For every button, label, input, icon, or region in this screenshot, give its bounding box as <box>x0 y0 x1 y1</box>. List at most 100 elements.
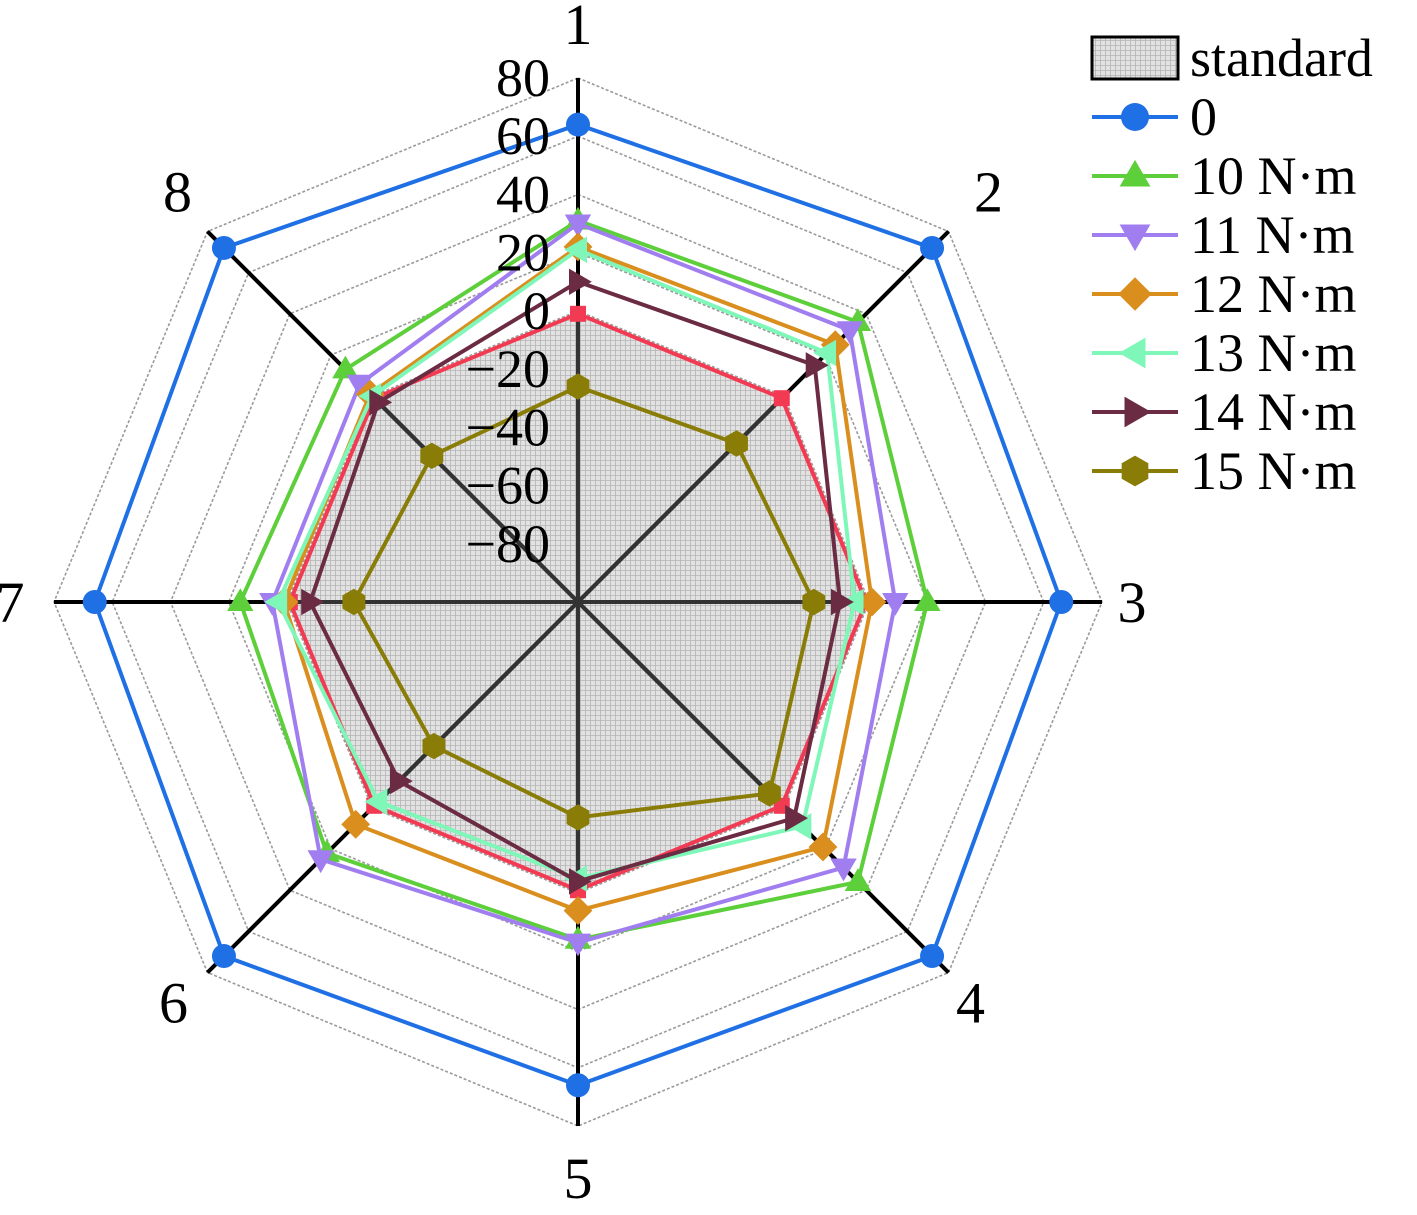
data-point <box>564 933 592 957</box>
data-point <box>569 868 592 895</box>
data-point <box>211 235 236 260</box>
legend-marker <box>1119 159 1151 187</box>
data-point <box>332 355 359 379</box>
data-point <box>82 590 107 614</box>
standard-boundary-marker <box>570 305 586 322</box>
tick-label: −60 <box>466 456 550 516</box>
data-point <box>836 321 863 345</box>
data-point <box>564 236 587 263</box>
data-point <box>785 804 808 832</box>
data-point <box>389 767 413 795</box>
legend-marker <box>1118 277 1152 311</box>
data-point <box>420 442 444 470</box>
axis-label-5: 5 <box>564 1146 593 1211</box>
legend-marker <box>1124 396 1152 428</box>
legend-label: 13 N·m <box>1190 323 1356 383</box>
legend-label: 15 N·m <box>1190 441 1356 501</box>
legend-item: 13 N·m <box>1092 323 1356 383</box>
data-point <box>788 813 812 840</box>
legend-swatch <box>1090 35 1180 81</box>
legend-label: 14 N·m <box>1190 382 1356 442</box>
tick-label: 40 <box>496 164 550 224</box>
legend-item: 15 N·m <box>1092 441 1356 501</box>
tick-label: 80 <box>496 48 550 108</box>
data-point <box>920 235 945 260</box>
legend-item: 12 N·m <box>1092 264 1356 324</box>
legend-item: standard <box>1090 28 1373 88</box>
tick-label: −40 <box>466 397 550 457</box>
data-point <box>211 944 236 969</box>
data-point <box>882 593 909 616</box>
data-point <box>566 373 590 400</box>
data-point <box>364 788 388 815</box>
axis-label-8: 8 <box>163 159 192 224</box>
legend-label: standard <box>1190 28 1373 88</box>
legend-label: 10 N·m <box>1190 146 1356 206</box>
axis-label-2: 2 <box>974 159 1003 224</box>
data-point <box>342 588 366 616</box>
legend-item: 0 <box>1092 87 1217 147</box>
data-point <box>725 430 748 457</box>
axis-labels: 1 2 3 4 5 6 7 8 <box>0 0 1147 1211</box>
legend-marker <box>1121 103 1149 131</box>
tick-label: 20 <box>496 223 550 283</box>
data-point <box>341 809 371 839</box>
data-point <box>844 868 872 891</box>
data-point <box>566 804 590 831</box>
series-7 <box>342 373 826 831</box>
spoke-inner-6 <box>372 600 580 808</box>
data-point <box>857 587 887 617</box>
data-point <box>802 588 826 616</box>
legend-item: 10 N·m <box>1092 146 1356 206</box>
data-point <box>831 588 854 616</box>
data-point <box>566 112 590 137</box>
tick-label: −20 <box>466 339 550 399</box>
grid-ring <box>227 251 929 953</box>
data-point <box>920 944 945 969</box>
standard-boundary-marker <box>773 390 790 407</box>
tick-label: 0 <box>523 281 550 341</box>
legend-marker <box>1119 224 1151 252</box>
data-point <box>805 352 829 379</box>
data-point <box>808 832 838 862</box>
axis-label-4: 4 <box>956 971 985 1036</box>
data-point <box>264 588 288 616</box>
series-6 <box>301 268 854 895</box>
legend-label: 11 N·m <box>1190 205 1354 265</box>
data-point <box>569 268 592 295</box>
data-point <box>301 588 324 616</box>
legend-item: 14 N·m <box>1092 382 1356 442</box>
data-point <box>369 389 393 416</box>
data-point <box>830 858 857 882</box>
data-point <box>566 1073 590 1098</box>
series-1 <box>82 112 1074 1098</box>
axis-label-6: 6 <box>159 971 188 1036</box>
legend-marker <box>1121 455 1149 487</box>
tick-label: −80 <box>466 514 550 574</box>
spoke-inner-8 <box>372 396 580 604</box>
spoke-inner-2 <box>576 396 784 604</box>
data-point <box>564 214 592 238</box>
legend-label: 12 N·m <box>1190 264 1356 324</box>
axis-label-3: 3 <box>1118 570 1147 635</box>
legend-marker <box>1118 337 1146 369</box>
data-point <box>563 896 593 925</box>
tick-label: 60 <box>496 106 550 166</box>
data-point <box>758 780 781 807</box>
legend-label: 0 <box>1190 87 1217 147</box>
axis-label-1: 1 <box>564 0 593 57</box>
data-point <box>422 732 446 760</box>
data-point <box>914 588 941 611</box>
axis-label-7: 7 <box>0 570 25 635</box>
data-point <box>307 850 334 874</box>
series-layer <box>82 112 1074 1098</box>
data-point <box>346 374 374 398</box>
data-point <box>813 339 837 367</box>
spoke-inner-4 <box>576 600 784 808</box>
data-point <box>227 588 254 611</box>
legend-item: 11 N·m <box>1092 205 1354 265</box>
data-point <box>1049 590 1074 614</box>
